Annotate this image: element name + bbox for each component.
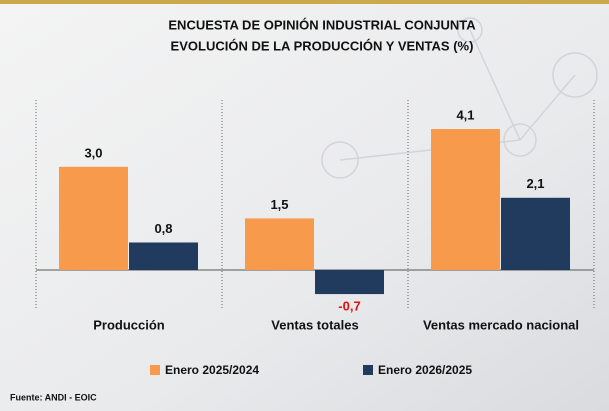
bar <box>245 218 314 270</box>
legend-swatch <box>150 365 160 375</box>
chart-title: EVOLUCIÓN DE LA PRODUCCIÓN Y VENTAS (%) <box>171 38 474 53</box>
bar <box>129 242 198 270</box>
source: Fuente: ANDI - EOIC <box>10 392 97 402</box>
bar <box>315 270 384 294</box>
value-label: 1,5 <box>270 197 288 212</box>
value-label: 2,1 <box>526 176 544 191</box>
value-label: 0,8 <box>154 221 172 236</box>
value-label: 3,0 <box>84 145 102 160</box>
x-tick-label: Ventas mercado nacional <box>423 317 579 332</box>
bar <box>431 129 500 270</box>
chart-title: ENCUESTA DE OPINIÓN INDUSTRIAL CONJUNTA <box>168 17 476 32</box>
value-label: -0,7 <box>338 299 360 314</box>
x-tick-label: Ventas totales <box>271 317 358 332</box>
legend-label: Enero 2025/2024 <box>165 363 259 377</box>
value-label: 4,1 <box>456 107 474 122</box>
legend-label: Enero 2026/2025 <box>378 363 472 377</box>
x-tick-label: Producción <box>93 317 165 332</box>
legend-swatch <box>363 365 373 375</box>
chart: ENCUESTA DE OPINIÓN INDUSTRIAL CONJUNTA … <box>0 0 609 411</box>
bar <box>501 198 570 270</box>
top-strip <box>0 0 609 4</box>
bar <box>59 167 128 270</box>
